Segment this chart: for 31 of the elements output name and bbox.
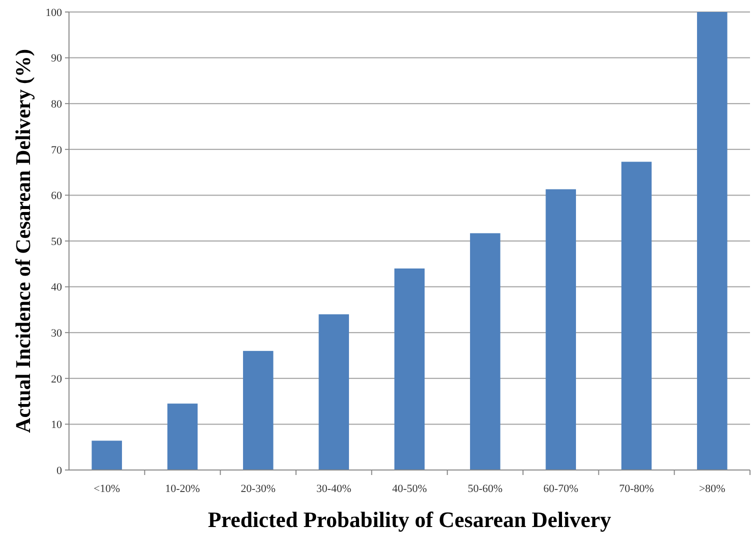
x-axis-title: Predicted Probability of Cesarean Delivery — [208, 507, 612, 532]
x-tick-label: >80% — [698, 482, 726, 495]
bar — [546, 189, 576, 470]
y-tick-label: 100 — [46, 6, 62, 19]
x-tick-label: <10% — [94, 482, 120, 495]
x-tick-label: 20-30% — [240, 482, 276, 495]
bar — [318, 314, 349, 470]
y-tick-label: 70 — [51, 144, 62, 156]
y-tick-label: 10 — [51, 419, 62, 432]
x-tick-label: 50-60% — [468, 482, 503, 495]
y-tick-label: 40 — [51, 282, 62, 294]
bar — [167, 404, 198, 470]
bar — [697, 12, 728, 470]
x-tick-label: 30-40% — [316, 482, 352, 495]
x-tick-label: 40-50% — [392, 482, 427, 495]
y-tick-label: 60 — [51, 190, 62, 202]
y-tick-label: 0 — [56, 464, 62, 477]
x-tick-label: 10-20% — [165, 482, 200, 495]
y-tick-label: 30 — [51, 327, 62, 340]
y-tick-label: 90 — [51, 52, 62, 65]
bar — [243, 350, 274, 470]
x-tick-label: 70-80% — [619, 482, 654, 495]
bar — [621, 162, 652, 470]
y-axis-title: Actual Incidence of Cesarean Delivery (%) — [11, 49, 35, 433]
x-tick-label: 60-70% — [543, 482, 578, 495]
y-tick-label: 50 — [51, 236, 62, 248]
y-tick-label: 80 — [51, 98, 62, 110]
bar — [470, 233, 500, 470]
y-tick-label: 20 — [51, 373, 62, 386]
bar — [394, 268, 425, 470]
bar — [92, 440, 122, 470]
